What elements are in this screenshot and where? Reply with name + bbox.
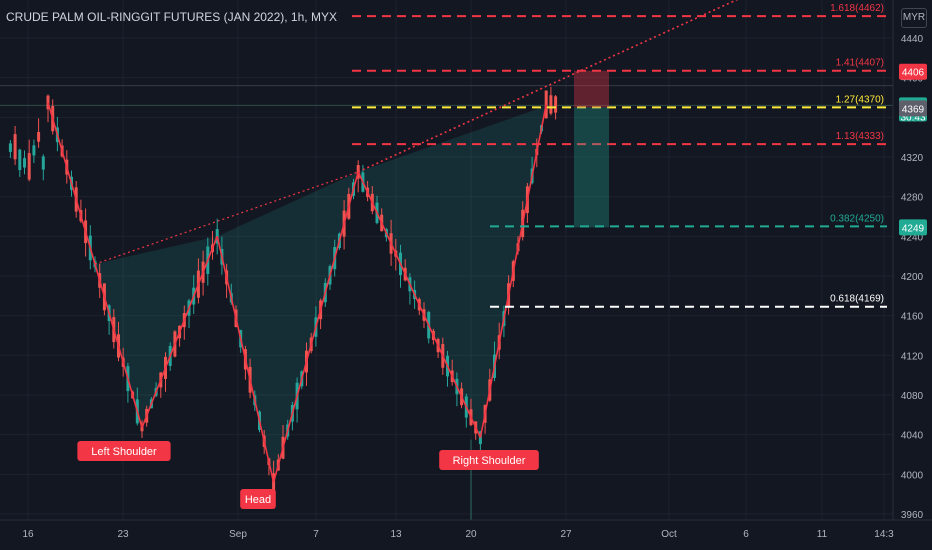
pattern-leg	[272, 171, 359, 483]
candle-body	[549, 95, 553, 114]
fib-level-label: 1.27(4370)	[836, 94, 884, 105]
fib-level-label: 1.41(4407)	[836, 58, 884, 69]
candle-body	[18, 149, 22, 171]
price-tag: 4369	[899, 100, 927, 117]
neckline	[94, 171, 359, 265]
neckline-extension	[357, 0, 739, 173]
annotation-box	[240, 489, 276, 509]
price-tag-countdown: 30:43	[900, 112, 925, 123]
price-tag-text: 4249	[902, 223, 925, 234]
candle-body	[41, 156, 45, 170]
pattern-leg	[141, 236, 218, 429]
symbol-title: CRUDE PALM OIL-RINGGIT FUTURES (JAN 2022…	[6, 10, 337, 24]
time-tick-label: 14:3	[874, 529, 894, 540]
time-tick-label: 11	[817, 529, 828, 540]
time-tick-label: 20	[465, 529, 477, 540]
pattern-lines	[47, 102, 547, 483]
price-tick-label: 4160	[901, 312, 924, 323]
candle-body	[13, 134, 17, 160]
price-tick-label: 4280	[901, 193, 924, 204]
fib-level-label: 0.382(4250)	[830, 213, 884, 224]
price-tag-bg	[899, 100, 927, 117]
shoulder-shade	[95, 236, 218, 428]
candle-body	[554, 96, 558, 113]
fib-levels: 1.618(4462) 1.41(4407) 1.27(4370) 1.13(4333…	[352, 3, 887, 308]
time-axis-bg	[0, 520, 932, 550]
right-shoulder-label: Right Shoulder	[439, 450, 539, 470]
price-tag-text: 4406	[902, 68, 925, 79]
pattern-leg	[94, 263, 143, 428]
annotation-box	[77, 441, 171, 461]
time-tick-label: 27	[560, 529, 572, 540]
candle-body	[27, 153, 31, 180]
price-tick-label: 4120	[901, 351, 924, 362]
price-tag-bg	[899, 219, 927, 236]
currency-button[interactable]: MYR	[901, 8, 927, 28]
time-tick-label: 23	[117, 529, 129, 540]
pattern-shading	[95, 106, 547, 483]
pattern-leg	[47, 102, 96, 265]
annotation-text: Left Shoulder	[91, 446, 157, 458]
price-tick-label: 3960	[901, 510, 924, 521]
stop-zone	[574, 70, 609, 108]
time-tick-label: 6	[743, 529, 749, 540]
annotation-text: Right Shoulder	[453, 455, 526, 467]
price-tick-label: 4080	[901, 391, 924, 402]
price-tick-label: 4440	[901, 34, 924, 45]
time-tick-label: 16	[22, 529, 34, 540]
pattern-leg	[479, 104, 547, 438]
pattern-leg	[216, 236, 275, 483]
target-zone	[574, 107, 609, 228]
time-tick-label: Oct	[661, 529, 677, 540]
price-tag: 4406	[899, 63, 927, 80]
pattern-leg	[357, 171, 482, 438]
annotation-box	[439, 450, 539, 470]
shoulder-shade	[217, 171, 359, 483]
annotation-text: Head	[245, 494, 271, 506]
price-tag-bg	[899, 63, 927, 80]
time-tick-label: Sep	[229, 529, 247, 540]
time-tick-label: 13	[390, 529, 402, 540]
price-tick-label: 4040	[901, 431, 924, 442]
price-axis-bg	[893, 0, 932, 550]
price-tick-label: 4000	[901, 470, 924, 481]
shoulder-shade	[358, 106, 547, 438]
fib-level-label: 0.618(4169)	[830, 294, 884, 305]
candle-body	[23, 158, 26, 168]
candle-body	[32, 145, 36, 156]
price-tag: 4249	[899, 219, 927, 236]
candle-body	[37, 132, 41, 142]
head-label: Head	[240, 489, 276, 509]
price-tag-text: 4369	[902, 104, 925, 115]
time-tick-label: 7	[313, 529, 319, 540]
fib-level-label: 1.13(4333)	[836, 131, 884, 142]
left-shoulder-label: Left Shoulder	[77, 441, 171, 461]
price-tick-label: 4200	[901, 272, 924, 283]
fib-level-label: 1.618(4462)	[830, 3, 884, 14]
price-tick-label: 4320	[901, 153, 924, 164]
price-tick-label: 4240	[901, 232, 924, 243]
time-axis: 16 23 Sep 7 13 20 27 Oct 6 11 14:3	[22, 529, 894, 540]
candle-body	[8, 143, 12, 152]
